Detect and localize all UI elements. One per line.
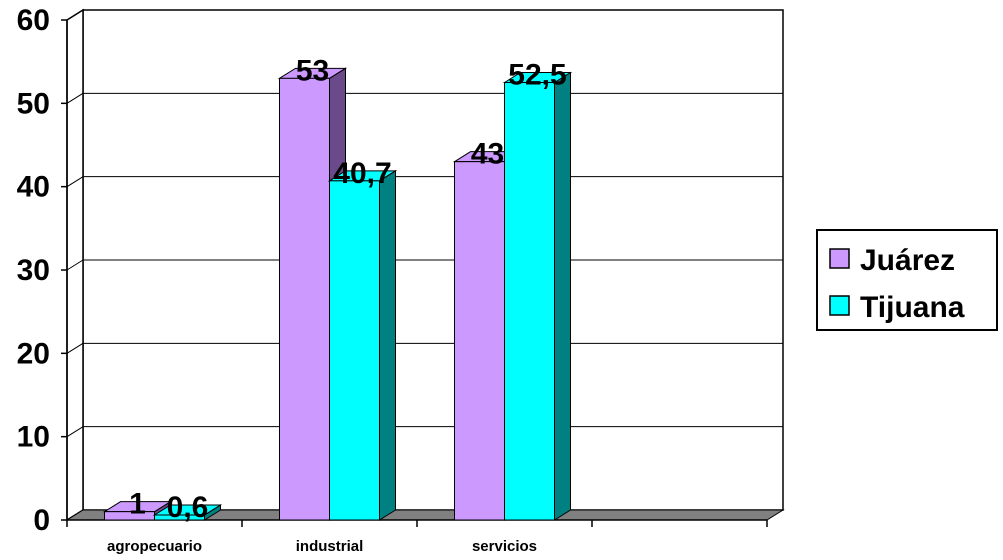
data-label: 0,6 <box>167 491 209 524</box>
gridline-side <box>66 342 84 354</box>
legend-label-juarez: Juárez <box>860 244 955 277</box>
x-tick-label: agropecuario <box>107 538 202 555</box>
data-label: 52,5 <box>508 59 566 92</box>
bar-front <box>504 82 555 521</box>
bar-front <box>454 161 505 521</box>
bars <box>102 67 573 521</box>
bar <box>502 71 573 521</box>
data-label: 43 <box>471 138 504 171</box>
y-tick-label: 50 <box>17 87 50 120</box>
gridlines <box>66 9 783 438</box>
gridline-side <box>66 259 84 271</box>
gridline-side <box>66 426 84 438</box>
y-tick-label: 60 <box>17 4 50 37</box>
gridline-side <box>66 9 84 21</box>
x-tick-label: servicios <box>472 538 537 555</box>
y-tick-label: 10 <box>17 421 50 454</box>
bar-side <box>554 71 571 521</box>
legend-swatch-tijuana <box>829 295 850 316</box>
data-label: 40,7 <box>333 157 391 190</box>
y-axis-ticks: 0 10 20 30 40 50 60 <box>17 4 67 537</box>
legend-swatch-juarez <box>829 248 850 269</box>
legend-label-tijuana: Tijuana <box>860 291 965 324</box>
gridline-side <box>66 92 84 104</box>
data-label: 53 <box>296 54 329 87</box>
bar <box>152 504 223 521</box>
data-labels: 1 0,6 53 40,7 43 52,5 <box>129 54 567 524</box>
y-tick-label: 40 <box>17 171 50 204</box>
legend: Juárez Tijuana <box>816 229 998 331</box>
bar <box>327 169 398 521</box>
y-tick-label: 0 <box>33 504 50 537</box>
bar-front <box>329 180 380 521</box>
x-tick-label: industrial <box>296 538 364 555</box>
gridline-side <box>66 176 84 188</box>
bar-front <box>154 514 205 521</box>
bar-front <box>279 77 330 521</box>
bar-side <box>379 169 396 521</box>
chart-walls <box>66 8 784 522</box>
y-tick-label: 20 <box>17 337 50 370</box>
data-label: 1 <box>129 488 146 521</box>
x-axis-ticks: agropecuario industrial servicios <box>66 520 768 555</box>
y-tick-label: 30 <box>17 254 50 287</box>
